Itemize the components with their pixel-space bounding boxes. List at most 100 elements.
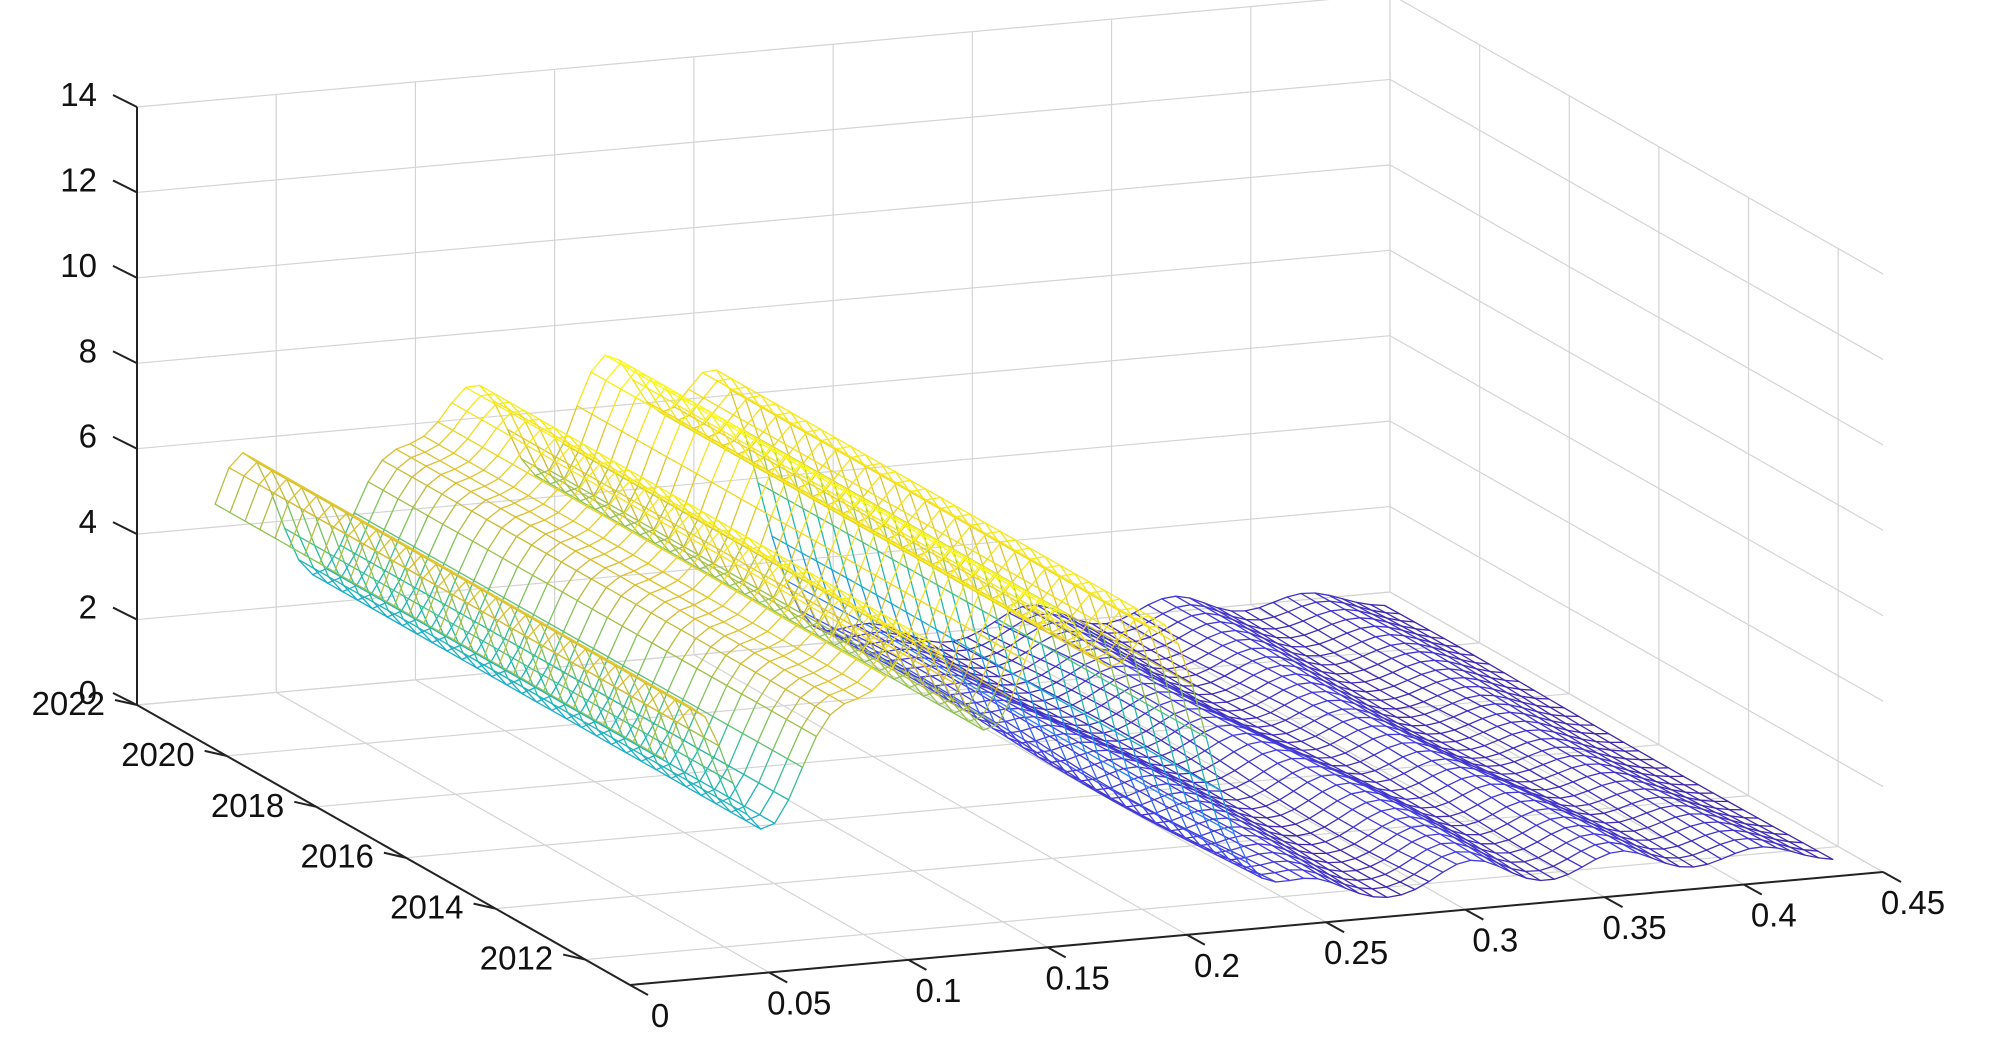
grid-line (1389, 249, 1884, 531)
mesh-segment (1684, 791, 1700, 794)
mesh-segment (1432, 775, 1449, 787)
mesh-segment (1340, 699, 1356, 705)
mesh-segment (721, 563, 737, 584)
mesh-segment (836, 445, 852, 450)
mesh-segment (1010, 635, 1026, 647)
mesh-segment (524, 418, 541, 422)
mesh-segment (1391, 657, 1408, 668)
mesh-segment (1425, 732, 1442, 735)
mesh-segment (962, 558, 980, 568)
mesh-segment (876, 550, 893, 605)
mesh-segment (610, 743, 627, 754)
mesh-segment (925, 645, 941, 651)
mesh-segment (1372, 733, 1388, 740)
mesh-segment (1240, 820, 1257, 832)
mesh-segment (1214, 842, 1231, 852)
mesh-segment (1285, 732, 1302, 743)
mesh-segment (544, 527, 561, 535)
mesh-segment (1352, 695, 1368, 701)
mesh-segment (802, 507, 819, 518)
mesh-segment (1084, 750, 1100, 784)
mesh-segment (1586, 772, 1602, 778)
mesh-segment (1348, 655, 1364, 663)
mesh-segment (668, 537, 685, 548)
mesh-segment (1315, 743, 1331, 751)
mesh-segment (613, 460, 629, 478)
mesh-segment (537, 694, 554, 705)
mesh-segment (773, 605, 789, 612)
mesh-segment (777, 554, 794, 565)
mesh-segment (1563, 816, 1580, 826)
mesh-segment (1190, 604, 1206, 608)
mesh-segment (1584, 754, 1601, 765)
mesh-segment (1251, 660, 1269, 670)
mesh-segment (484, 478, 500, 487)
mesh-segment (945, 682, 961, 686)
mesh-segment (1194, 652, 1210, 662)
mesh-segment (1239, 696, 1257, 706)
mesh-segment (971, 533, 987, 552)
mesh-segment (591, 413, 608, 424)
mesh-segment (786, 543, 803, 554)
mesh-segment (878, 473, 896, 484)
mesh-segment (1282, 683, 1298, 691)
mesh-segment (660, 505, 676, 523)
mesh-segment (1402, 634, 1419, 640)
mesh-segment (1144, 704, 1160, 715)
mesh-segment (853, 605, 869, 609)
mesh-segment (272, 469, 289, 479)
mesh-segment (759, 790, 775, 816)
mesh-segment (465, 580, 481, 611)
mesh-segment (341, 590, 359, 601)
mesh-segment (581, 720, 598, 737)
mesh-segment (1266, 817, 1283, 828)
mesh-segment (506, 428, 523, 460)
mesh-segment (1411, 841, 1428, 851)
mesh-segment (1324, 684, 1341, 696)
mesh-segment (651, 447, 668, 458)
mesh-segment (1559, 797, 1576, 808)
mesh-segment (470, 485, 486, 493)
mesh-segment (1022, 592, 1039, 602)
mesh-segment (1642, 781, 1660, 792)
mesh-segment (1226, 701, 1243, 711)
mesh-segment (1126, 808, 1144, 818)
mesh-segment (1205, 621, 1222, 625)
mesh-segment (1122, 648, 1139, 660)
mesh-segment (1114, 731, 1132, 741)
mesh-segment (667, 690, 684, 701)
mesh-segment (1272, 596, 1288, 604)
mesh-segment (1607, 834, 1624, 845)
mesh-segment (750, 460, 767, 471)
mesh-segment (605, 379, 622, 390)
mesh-segment (259, 528, 276, 539)
mesh-segment (588, 544, 605, 555)
mesh-segment (1075, 581, 1091, 586)
mesh-segment (1329, 736, 1345, 746)
mesh-segment (401, 624, 418, 635)
mesh-segment (749, 571, 767, 582)
mesh-segment (952, 707, 969, 714)
mesh-segment (658, 711, 674, 750)
mesh-segment (825, 622, 841, 644)
mesh-segment (1094, 772, 1111, 780)
mesh-segment (1050, 749, 1067, 761)
mesh-segment (888, 515, 905, 526)
mesh-segment (708, 612, 725, 623)
mesh-segment (1610, 749, 1626, 752)
mesh-segment (1493, 843, 1511, 854)
mesh-segment (1289, 637, 1306, 648)
mesh-segment (929, 665, 945, 668)
mesh-segment (764, 564, 781, 582)
mesh-segment (992, 727, 1009, 739)
mesh-segment (868, 613, 884, 618)
mesh-segment (935, 617, 952, 657)
mesh-segment (963, 702, 980, 714)
mesh-segment (656, 762, 672, 779)
mesh-segment (1309, 832, 1327, 843)
mesh-segment (1634, 839, 1651, 850)
mesh-segment (1212, 701, 1228, 704)
mesh-segment (731, 535, 748, 566)
mesh-segment (704, 522, 721, 533)
mesh-segment (589, 553, 605, 561)
